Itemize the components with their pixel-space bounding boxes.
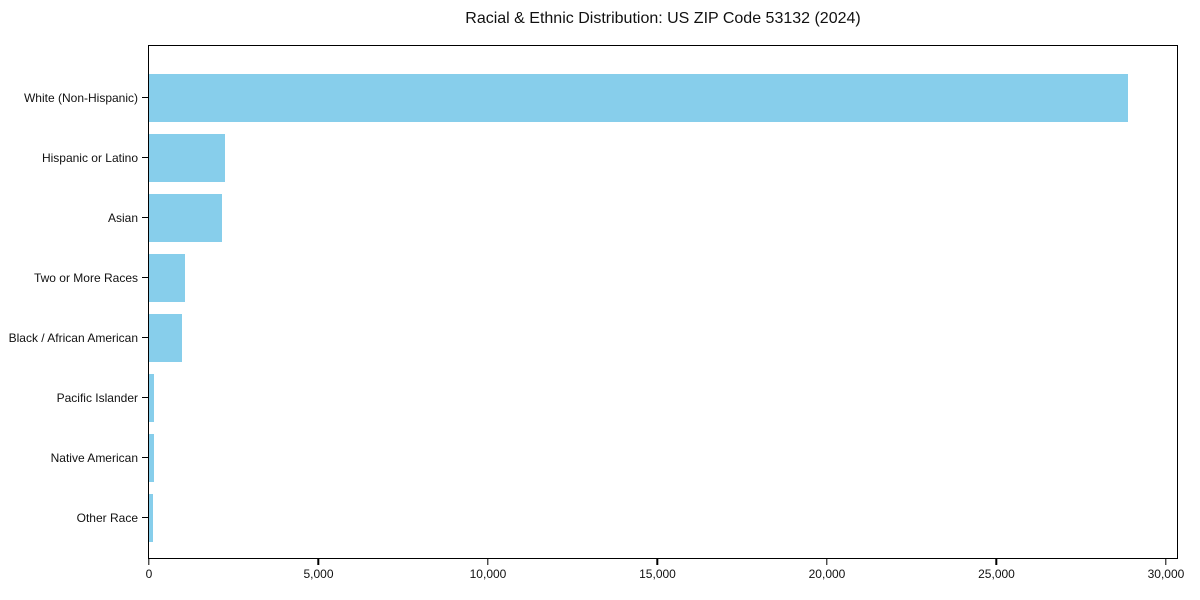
bar-black-african-american	[149, 314, 182, 362]
bar-row-two-or-more-races: Two or More Races	[34, 248, 1177, 308]
x-axis-tick-label: 30,000	[1147, 567, 1185, 581]
bar-white-non-hispanic	[149, 74, 1128, 122]
bar-row-hispanic-or-latino: Hispanic or Latino	[42, 128, 1177, 188]
x-axis-tick-label: 5,000	[303, 567, 334, 581]
x-axis-tick	[487, 559, 489, 565]
x-axis-tick	[995, 559, 998, 565]
bars-container: White (Non-Hispanic) Hispanic or Latino As…	[9, 46, 1177, 558]
bar-hispanic-or-latino	[149, 134, 225, 182]
x-axis-tick-label: 10,000	[469, 567, 507, 581]
bar-native-american	[149, 434, 154, 482]
bar-row-native-american: Native American	[51, 428, 1177, 488]
y-axis-label-other-race: Other Race	[76, 511, 138, 525]
bar-two-or-more-races	[149, 254, 185, 302]
x-axis-tick-label: 0	[145, 567, 153, 581]
x-axis-tick	[1165, 559, 1167, 565]
bar-row-black-african-american: Black / African American	[9, 308, 1177, 368]
x-axis-tick	[826, 559, 828, 565]
bar-row-white-non-hispanic: White (Non-Hispanic)	[24, 68, 1177, 128]
x-axis-tick-label: 20,000	[808, 567, 846, 581]
chart-title: Racial & Ethnic Distribution: US ZIP Cod…	[465, 10, 861, 27]
bar-pacific-islander	[149, 374, 154, 422]
y-axis-label-white-non-hispanic: White (Non-Hispanic)	[23, 91, 138, 105]
y-axis-label-asian: Asian	[107, 211, 138, 225]
y-axis-label-black-african-american: Black / African American	[8, 331, 138, 345]
y-axis-tick	[142, 517, 148, 519]
bar-row-pacific-islander: Pacific Islander	[57, 368, 1177, 428]
y-axis-tick	[142, 457, 148, 459]
x-axis-tick-label: 15,000	[639, 567, 676, 581]
y-axis-tick	[142, 277, 148, 279]
y-axis-label-pacific-islander: Pacific Islander	[56, 391, 138, 405]
x-axis-tick	[656, 559, 659, 565]
plot-area: White (Non-Hispanic) Hispanic or Latino As…	[9, 45, 1184, 581]
y-axis-tick	[142, 97, 148, 99]
bar-row-asian: Asian	[108, 188, 1177, 248]
bar-other-race	[149, 494, 154, 542]
y-axis-label-native-american: Native American	[50, 451, 138, 465]
y-axis-tick	[142, 157, 148, 159]
y-axis-tick	[142, 337, 148, 339]
bar-asian	[149, 194, 222, 242]
x-axis-tick	[148, 559, 150, 565]
y-axis-tick	[142, 397, 148, 399]
y-axis-tick	[142, 217, 148, 219]
y-axis-label-hispanic-or-latino: Hispanic or Latino	[41, 151, 138, 165]
x-axis-tick	[317, 559, 320, 565]
x-axis-tick-label: 25,000	[978, 567, 1015, 581]
y-axis-label-two-or-more-races: Two or More Races	[33, 271, 138, 285]
bar-row-other-race: Other Race	[77, 488, 1177, 548]
